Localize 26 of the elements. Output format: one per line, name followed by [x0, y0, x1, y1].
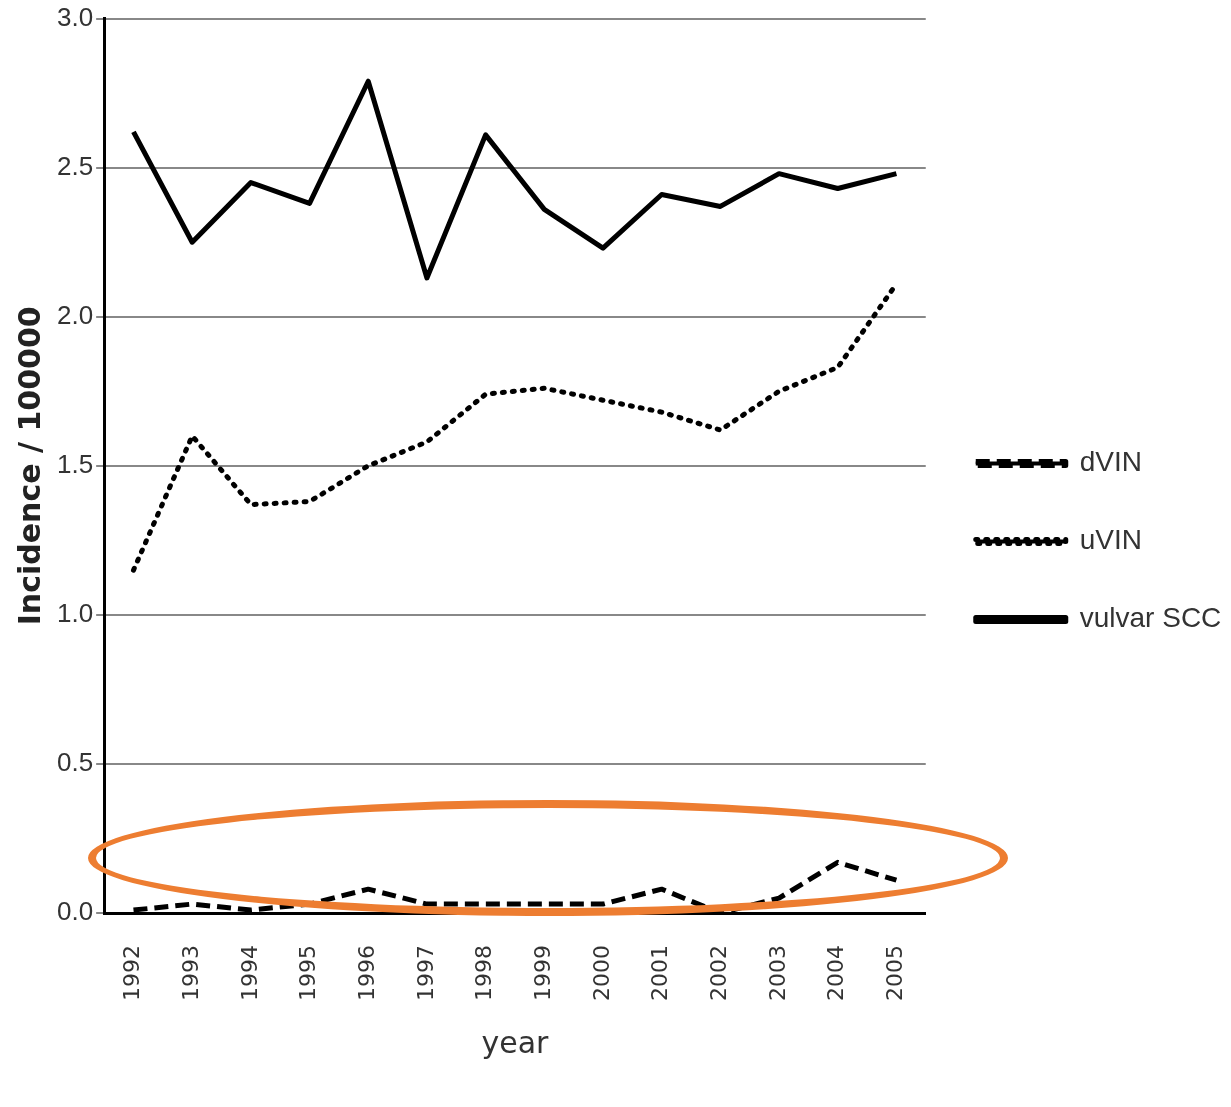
x-tick-label: 2001: [647, 945, 673, 1002]
x-tick-label: 1992: [119, 945, 145, 1002]
x-tick-label: 2000: [588, 945, 614, 1002]
y-axis-title: Incidence / 100000: [11, 306, 47, 626]
x-tick-label: 1993: [177, 945, 203, 1002]
x-tick-label: 1998: [471, 945, 497, 1002]
x-tick-label: 1996: [353, 945, 379, 1002]
y-tick-label: 1.0: [56, 598, 94, 629]
x-tick-label: 1997: [412, 945, 438, 1002]
x-tick-label: 1994: [236, 945, 262, 1002]
x-tick-label: 1995: [295, 945, 321, 1002]
x-axis-title: year: [481, 1024, 550, 1060]
x-tick-label: 2004: [823, 945, 849, 1002]
legend-label: dVIN: [1079, 446, 1142, 478]
y-tick-label: 0.5: [56, 747, 94, 778]
y-tick-label: 0.0: [56, 896, 94, 927]
x-tick-label: 2003: [764, 945, 790, 1002]
y-tick-label: 3.0: [56, 1, 94, 32]
x-tick-label: 2002: [706, 945, 732, 1002]
legend-label: uVIN: [1079, 524, 1142, 556]
x-tick-label: 1999: [530, 945, 556, 1002]
y-tick-label: 1.5: [56, 448, 94, 479]
y-tick-label: 2.0: [56, 299, 94, 330]
x-tick-label: 2005: [882, 945, 908, 1002]
legend-label: vulvar SCC: [1079, 602, 1222, 634]
y-tick-label: 2.5: [56, 150, 94, 181]
